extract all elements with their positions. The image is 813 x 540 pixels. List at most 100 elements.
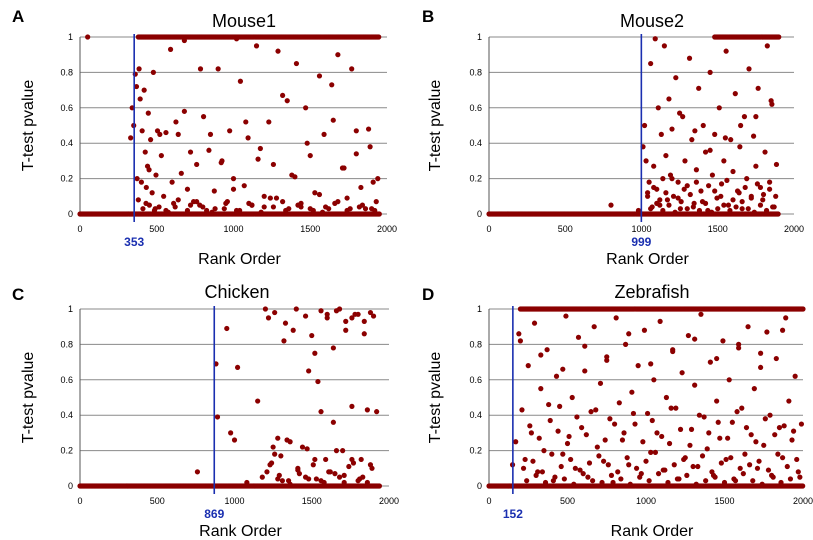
data-point xyxy=(633,465,640,471)
data-point xyxy=(792,373,798,379)
zero-pvalue-point xyxy=(800,483,806,489)
data-point xyxy=(743,424,750,431)
data-point xyxy=(353,128,359,134)
data-point xyxy=(740,471,746,477)
data-point xyxy=(212,206,218,212)
chart-title: Mouse2 xyxy=(620,11,684,31)
data-point xyxy=(731,476,737,482)
data-point xyxy=(698,311,704,317)
data-point xyxy=(318,308,324,314)
data-point xyxy=(293,60,300,67)
threshold-label: 999 xyxy=(631,235,651,249)
data-point xyxy=(772,432,778,438)
y-axis-label: T-test pvalue xyxy=(20,80,37,172)
y-axis-label: T-test pvalue xyxy=(427,80,444,172)
data-point xyxy=(671,462,677,468)
data-point xyxy=(285,478,292,484)
data-point xyxy=(194,161,200,168)
data-point xyxy=(524,478,530,484)
data-point xyxy=(779,455,786,461)
data-point xyxy=(214,414,221,420)
data-point xyxy=(206,147,212,153)
data-point xyxy=(361,318,367,324)
data-point xyxy=(602,437,608,443)
data-point xyxy=(541,448,547,454)
data-point xyxy=(773,355,779,362)
y-tick-label: 0 xyxy=(477,481,482,491)
data-point xyxy=(230,176,237,182)
x-tick-label: 0 xyxy=(486,496,491,506)
data-point xyxy=(773,193,779,199)
panel-letter: C xyxy=(12,285,24,304)
data-point xyxy=(604,357,610,363)
data-point xyxy=(316,191,323,198)
data-point xyxy=(233,36,240,42)
x-tick-label: 500 xyxy=(558,224,573,234)
data-point xyxy=(152,206,158,212)
data-point xyxy=(790,428,797,434)
scatter-points xyxy=(486,306,806,489)
data-point xyxy=(272,309,278,316)
x-tick-label: 0 xyxy=(77,224,82,234)
data-point xyxy=(760,197,766,203)
data-point xyxy=(648,206,654,212)
y-tick-label: 0.6 xyxy=(60,375,73,385)
data-point xyxy=(754,181,761,187)
data-point xyxy=(728,455,734,461)
data-point xyxy=(187,202,194,208)
x-tick-label: 2000 xyxy=(377,224,397,234)
data-point xyxy=(674,476,681,482)
data-point xyxy=(310,462,316,468)
data-point xyxy=(720,338,726,344)
y-tick-label: 0.8 xyxy=(469,339,482,349)
data-point xyxy=(612,421,618,427)
x-tick-label: 1000 xyxy=(224,496,244,506)
data-point xyxy=(282,320,289,326)
panel-b: B Mouse2 0 0.2 0.4 0.6 0.8 1 0 500 1000 1500 2000 T-t… xyxy=(422,7,804,268)
data-point xyxy=(560,366,566,372)
data-point xyxy=(690,463,696,470)
x-tick-label: 500 xyxy=(150,496,165,506)
y-tick-label: 0 xyxy=(477,209,482,219)
data-point xyxy=(586,460,593,466)
data-point xyxy=(153,172,159,178)
data-point xyxy=(564,440,571,447)
data-point xyxy=(349,315,355,321)
data-point xyxy=(637,474,643,480)
data-point xyxy=(728,137,734,143)
data-point xyxy=(721,158,727,164)
x-tick-label: 2000 xyxy=(784,224,804,234)
data-point xyxy=(698,188,704,194)
data-point xyxy=(767,179,773,185)
data-point xyxy=(643,158,649,164)
data-point xyxy=(244,479,250,486)
data-point xyxy=(707,69,713,75)
data-point xyxy=(718,193,724,199)
data-point xyxy=(257,145,263,152)
data-point xyxy=(675,179,681,185)
chart-title: Mouse1 xyxy=(212,11,276,31)
data-point xyxy=(718,181,725,187)
data-point xyxy=(619,437,626,443)
data-point xyxy=(374,409,380,415)
data-point xyxy=(761,442,767,448)
data-point xyxy=(224,325,230,332)
data-point xyxy=(237,78,244,84)
data-point xyxy=(293,306,299,312)
data-point xyxy=(651,163,657,169)
data-point xyxy=(336,474,343,480)
data-point xyxy=(741,114,748,120)
scatter-points xyxy=(77,306,383,489)
data-point xyxy=(629,389,635,395)
zero-pvalue-point xyxy=(376,483,383,489)
x-tick-label: 1500 xyxy=(708,224,728,234)
data-point xyxy=(209,209,215,215)
data-point xyxy=(364,479,370,486)
data-point xyxy=(224,199,230,205)
data-point xyxy=(632,421,638,427)
data-point xyxy=(646,179,652,185)
data-point xyxy=(670,347,676,353)
y-tick-label: 0 xyxy=(68,481,73,491)
data-point xyxy=(768,98,774,104)
data-point xyxy=(218,160,224,166)
